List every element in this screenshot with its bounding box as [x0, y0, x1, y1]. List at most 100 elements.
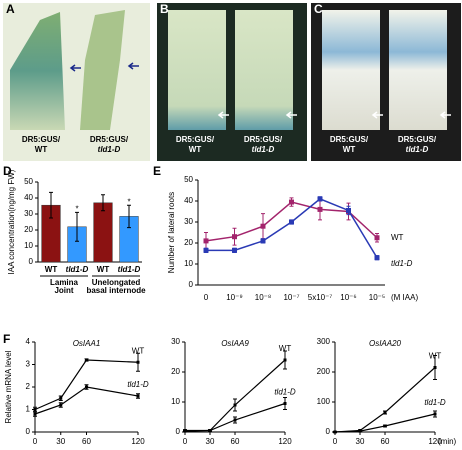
panel-label: A	[6, 2, 15, 16]
marker	[203, 247, 209, 253]
y-tick-label: 2	[26, 382, 31, 391]
significance: *	[127, 197, 130, 206]
y-axis-label: Number of lateral roots	[167, 192, 176, 273]
marker	[333, 430, 337, 434]
arrow	[69, 64, 81, 72]
stem	[168, 10, 226, 130]
group-label: Joint	[54, 286, 73, 295]
marker	[289, 219, 294, 225]
panel-label: D	[3, 164, 12, 178]
arrow	[285, 111, 297, 119]
x-tick-label: 60	[231, 437, 240, 446]
marker	[317, 206, 323, 212]
caption: DR5:GUS/	[22, 135, 61, 144]
x-tick-label: tld1-D	[66, 265, 89, 274]
marker	[289, 199, 294, 205]
caption: WT	[35, 145, 48, 154]
marker	[383, 411, 387, 414]
x-tick-label: WT	[45, 265, 58, 274]
stem	[235, 10, 293, 130]
series-line	[34, 386, 139, 415]
x-tick-label: 0	[333, 437, 338, 446]
marker	[232, 234, 237, 240]
x-tick-label: 10⁻⁸	[255, 293, 272, 302]
caption: DR5:GUS/	[176, 135, 215, 144]
caption: tld1-D	[406, 145, 429, 154]
error-bar	[75, 211, 79, 242]
x-tick-label: 30	[56, 437, 65, 446]
y-tick-label: 1	[26, 405, 31, 414]
marker	[346, 207, 351, 213]
y-tick-label: 50	[24, 177, 33, 186]
marker	[260, 238, 266, 244]
x-tick-label: 120	[131, 437, 145, 446]
caption: DR5:GUS/	[244, 135, 283, 144]
x-tick-label: 0	[33, 437, 38, 446]
marker	[208, 429, 212, 432]
panel-label: F	[3, 332, 10, 346]
caption: DR5:GUS/	[398, 135, 437, 144]
arrow	[439, 111, 451, 119]
series-line	[206, 198, 378, 259]
x-unit: (M IAA)	[391, 293, 418, 302]
marker	[203, 238, 209, 244]
marker	[433, 366, 437, 369]
series-line	[34, 359, 139, 411]
marker	[358, 429, 362, 433]
x-tick-label: 0	[204, 293, 209, 302]
caption: tld1-D	[252, 145, 275, 154]
panel-label: C	[314, 2, 323, 16]
y-tick-label: 50	[184, 175, 193, 184]
x-tick-label: 10⁻⁹	[226, 293, 243, 302]
series-line	[334, 413, 436, 433]
marker	[59, 396, 63, 400]
y-tick-label: 20	[24, 225, 33, 234]
group-label: basal internode	[86, 286, 146, 295]
marker	[374, 235, 380, 241]
caption: DR5:GUS/	[90, 135, 129, 144]
y-tick-label: 10	[184, 259, 193, 268]
legend-label: tld1-D	[391, 259, 413, 268]
y-tick-label: 0	[29, 257, 34, 266]
marker	[233, 403, 237, 407]
caption: DR5:GUS/	[330, 135, 369, 144]
y-tick-label: 0	[189, 280, 194, 289]
marker	[183, 429, 187, 433]
marker	[260, 223, 266, 229]
marker	[85, 358, 88, 362]
x-tick-label: 30	[356, 437, 365, 446]
error-bar	[49, 191, 53, 219]
x-tick-label: WT	[97, 265, 110, 274]
y-tick-label: 0	[26, 427, 31, 436]
group-label: Unelongated	[92, 278, 141, 287]
chart-title: OsIAA9	[221, 339, 249, 348]
y-tick-label: 300	[317, 337, 331, 346]
y-tick-label: 40	[24, 193, 33, 202]
arrow	[217, 111, 229, 119]
axes	[197, 180, 385, 286]
y-tick-label: 10	[171, 397, 180, 406]
marker	[433, 412, 437, 416]
x-tick-label: 10⁻⁷	[283, 293, 299, 302]
error-bar	[127, 204, 131, 229]
significance: *	[75, 205, 78, 214]
photo-labels: ADR5:GUS/WTDR5:GUS/tld1-DBDR5:GUS/WTDR5:…	[6, 2, 451, 154]
legend-label: tld1-D	[274, 388, 296, 397]
legend-label: tld1-D	[127, 380, 149, 389]
stem	[389, 10, 447, 130]
x-tick-label: 60	[381, 437, 390, 446]
marker	[136, 360, 140, 364]
series-line	[334, 367, 436, 433]
y-tick-label: 100	[317, 397, 331, 406]
y-tick-label: 3	[26, 360, 31, 369]
series-line	[184, 402, 286, 432]
x-tick-label: 5x10⁻⁷	[308, 293, 333, 302]
x-tick-label: 60	[82, 437, 91, 446]
marker	[283, 402, 287, 405]
axes	[334, 342, 435, 433]
y-tick-label: 30	[184, 217, 193, 226]
marker	[136, 394, 140, 398]
stem	[322, 10, 380, 130]
marker	[283, 358, 287, 362]
